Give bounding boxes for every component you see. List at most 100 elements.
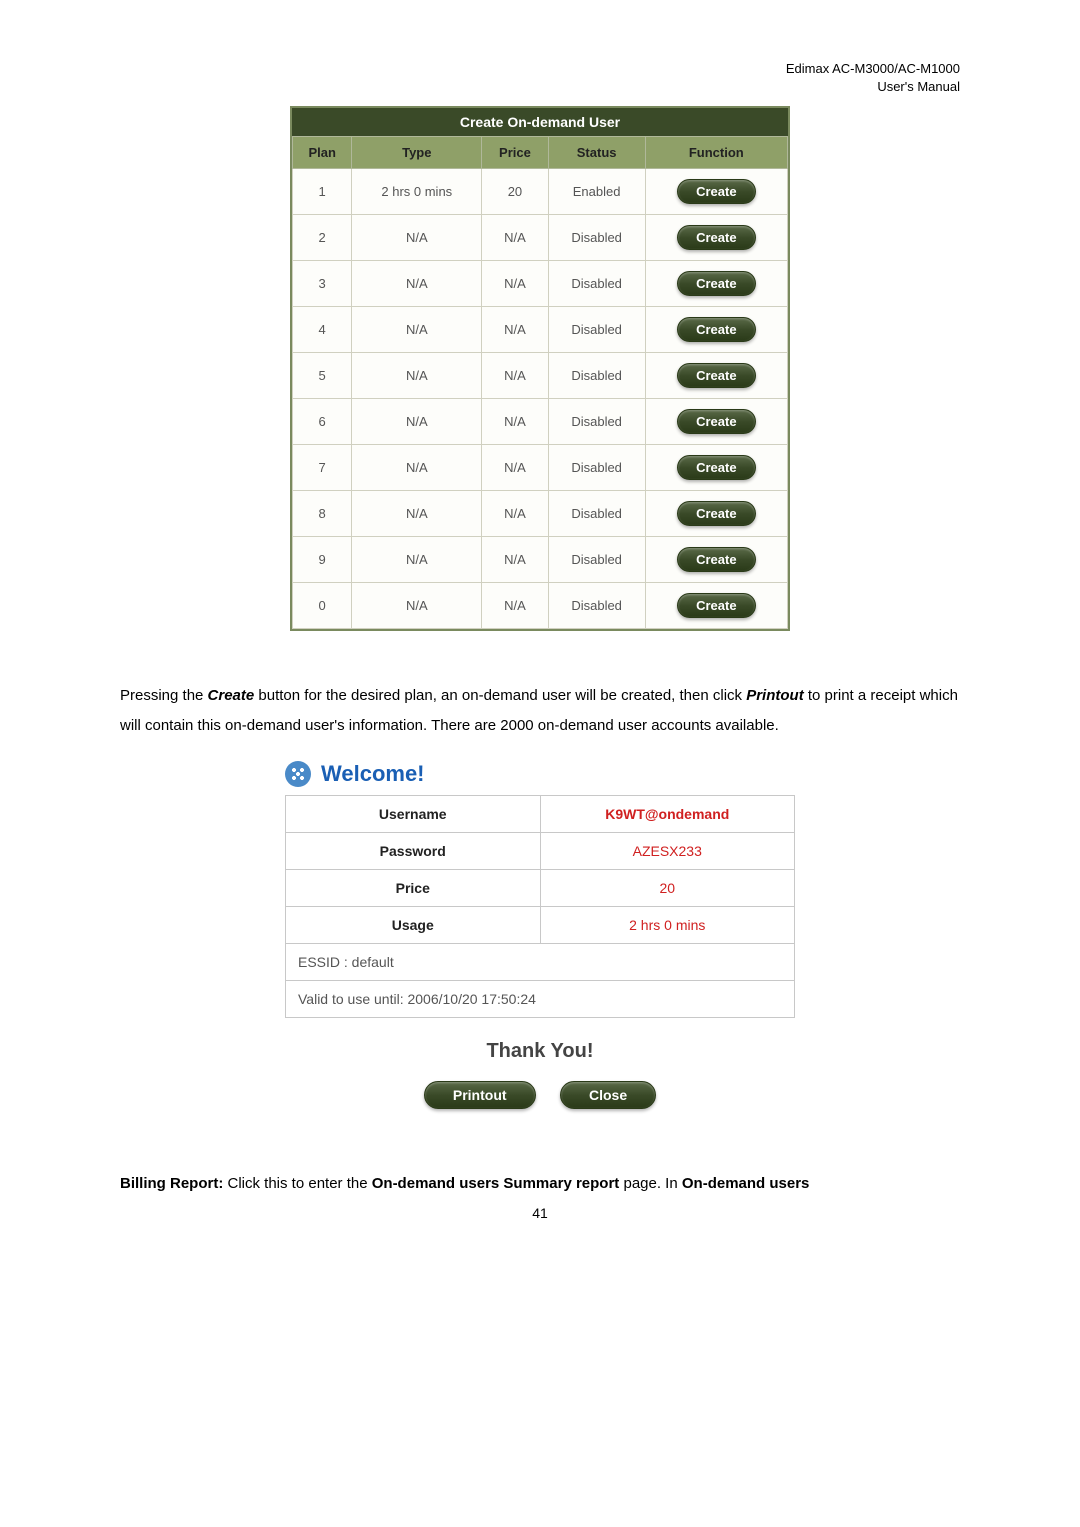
cell-plan: 0 — [293, 583, 352, 629]
cell-type: N/A — [352, 491, 482, 537]
table-row: 3N/AN/ADisabledCreate — [293, 261, 788, 307]
table-row: 0N/AN/ADisabledCreate — [293, 583, 788, 629]
welcome-row-essid: ESSID : default — [286, 944, 795, 981]
cell-type: N/A — [352, 399, 482, 445]
welcome-row: PasswordAZESX233 — [286, 833, 795, 870]
create-button[interactable]: Create — [677, 593, 755, 618]
cell-status: Disabled — [548, 491, 645, 537]
cell-plan: 2 — [293, 215, 352, 261]
welcome-label: Price — [286, 870, 541, 907]
welcome-title: Welcome! — [321, 761, 425, 787]
welcome-row-valid: Valid to use until: 2006/10/20 17:50:24 — [286, 981, 795, 1018]
cell-function: Create — [645, 491, 787, 537]
cell-plan: 3 — [293, 261, 352, 307]
p1b: Create — [208, 687, 255, 704]
cell-price: N/A — [482, 399, 548, 445]
page-container: Edimax AC-M3000/AC-M1000 User's Manual C… — [0, 0, 1080, 1261]
table-row: 7N/AN/ADisabledCreate — [293, 445, 788, 491]
document-header: Edimax AC-M3000/AC-M1000 User's Manual — [120, 60, 960, 96]
cell-function: Create — [645, 215, 787, 261]
welcome-row: UsernameK9WT@ondemand — [286, 796, 795, 833]
p1d: Printout — [746, 687, 804, 704]
create-button[interactable]: Create — [677, 455, 755, 480]
cell-function: Create — [645, 261, 787, 307]
welcome-label: Username — [286, 796, 541, 833]
table-row: 12 hrs 0 mins20Enabled Create — [293, 169, 788, 215]
table-row: 8N/AN/ADisabledCreate — [293, 491, 788, 537]
cell-status: Disabled — [548, 307, 645, 353]
f1: Billing Report: — [120, 1175, 223, 1192]
create-button[interactable]: Create — [677, 225, 755, 250]
cell-type: N/A — [352, 215, 482, 261]
col-price: Price — [482, 137, 548, 169]
f3: On-demand users Summary report — [372, 1175, 620, 1192]
create-button[interactable]: Create — [677, 179, 755, 204]
table-row: 9N/AN/ADisabledCreate — [293, 537, 788, 583]
cell-type: N/A — [352, 353, 482, 399]
welcome-essid: ESSID : default — [286, 944, 795, 981]
cell-function: Create — [645, 537, 787, 583]
p1c: button for the desired plan, an on-deman… — [254, 687, 746, 704]
table-row: 5N/AN/ADisabledCreate — [293, 353, 788, 399]
f2: Click this to enter the — [223, 1175, 371, 1192]
cell-type: N/A — [352, 445, 482, 491]
cell-type: N/A — [352, 261, 482, 307]
welcome-row: Usage2 hrs 0 mins — [286, 907, 795, 944]
cell-status: Disabled — [548, 445, 645, 491]
create-button[interactable]: Create — [677, 409, 755, 434]
cell-function: Create — [645, 353, 787, 399]
printout-button[interactable]: Printout — [424, 1081, 536, 1109]
welcome-valid: Valid to use until: 2006/10/20 17:50:24 — [286, 981, 795, 1018]
col-plan: Plan — [293, 137, 352, 169]
welcome-value: AZESX233 — [540, 833, 795, 870]
cell-price: N/A — [482, 445, 548, 491]
cell-type: 2 hrs 0 mins — [352, 169, 482, 215]
cell-plan: 8 — [293, 491, 352, 537]
create-button[interactable]: Create — [677, 501, 755, 526]
welcome-label: Usage — [286, 907, 541, 944]
f4: page. In — [619, 1175, 682, 1192]
cell-type: N/A — [352, 307, 482, 353]
close-button[interactable]: Close — [560, 1081, 656, 1109]
cell-price: N/A — [482, 537, 548, 583]
cell-plan: 5 — [293, 353, 352, 399]
cell-status: Disabled — [548, 583, 645, 629]
cell-status: Disabled — [548, 261, 645, 307]
cell-plan: 1 — [293, 169, 352, 215]
welcome-value: 20 — [540, 870, 795, 907]
col-function: Function — [645, 137, 787, 169]
welcome-value: K9WT@ondemand — [540, 796, 795, 833]
create-button[interactable]: Create — [677, 317, 755, 342]
cell-type: N/A — [352, 583, 482, 629]
cell-status: Disabled — [548, 215, 645, 261]
cell-price: N/A — [482, 261, 548, 307]
p1a: Pressing the — [120, 687, 208, 704]
paragraph-1: Pressing the Create button for the desir… — [120, 681, 960, 741]
cell-price: N/A — [482, 353, 548, 399]
create-button[interactable]: Create — [677, 363, 755, 388]
table-row: 2N/AN/ADisabledCreate — [293, 215, 788, 261]
cell-function: Create — [645, 399, 787, 445]
cell-price: 20 — [482, 169, 548, 215]
cell-plan: 4 — [293, 307, 352, 353]
cell-plan: 7 — [293, 445, 352, 491]
cell-type: N/A — [352, 537, 482, 583]
table-row: 4N/AN/ADisabledCreate — [293, 307, 788, 353]
header-line2: User's Manual — [877, 79, 960, 94]
page-number: 41 — [120, 1205, 960, 1221]
welcome-button-row: Printout Close — [285, 1081, 795, 1109]
cell-function: Create — [645, 583, 787, 629]
cell-price: N/A — [482, 583, 548, 629]
welcome-table: UsernameK9WT@ondemandPasswordAZESX233Pri… — [285, 795, 795, 1018]
cell-function: Create — [645, 307, 787, 353]
ondemand-table: Plan Type Price Status Function 12 hrs 0… — [292, 136, 788, 629]
welcome-header: Welcome! — [285, 761, 795, 787]
col-status: Status — [548, 137, 645, 169]
welcome-label: Password — [286, 833, 541, 870]
welcome-section: Welcome! UsernameK9WT@ondemandPasswordAZ… — [285, 761, 795, 1109]
create-button[interactable]: Create — [677, 547, 755, 572]
create-button[interactable]: Create — [677, 271, 755, 296]
f5: On-demand users — [682, 1175, 810, 1192]
cell-status: Enabled — [548, 169, 645, 215]
cell-price: N/A — [482, 215, 548, 261]
